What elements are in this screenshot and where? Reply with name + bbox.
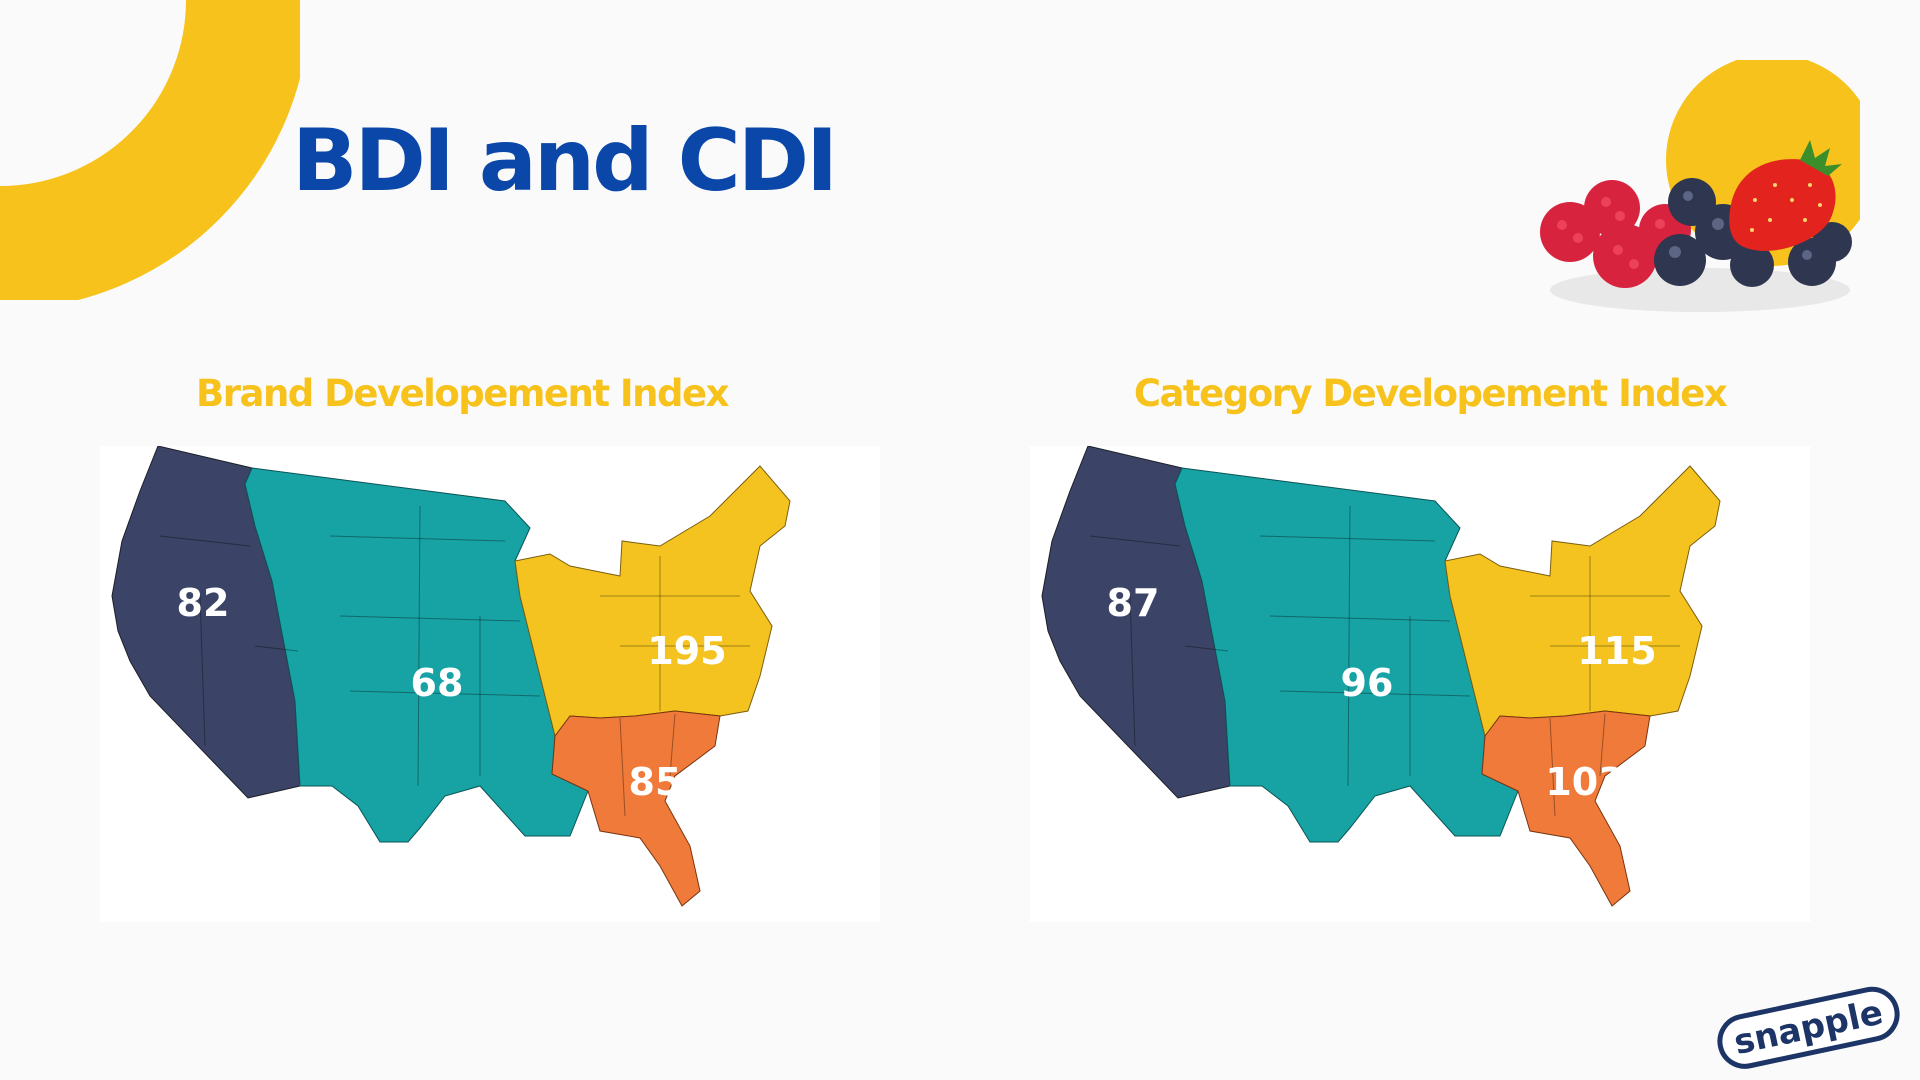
bdi-northeast-value: 195 bbox=[647, 629, 726, 673]
south-region bbox=[551, 710, 721, 907]
bdi-map: 82 68 195 85 bbox=[100, 446, 880, 922]
cdi-northeast-value: 115 bbox=[1577, 629, 1656, 673]
cdi-map: 87 96 115 103 bbox=[1030, 446, 1810, 922]
page-title: BDI and CDI bbox=[292, 111, 838, 211]
bdi-central-value: 68 bbox=[411, 661, 464, 705]
bdi-south-value: 85 bbox=[629, 760, 682, 804]
bdi-map-title: Brand Developement Index bbox=[196, 372, 729, 415]
cdi-south-value: 103 bbox=[1545, 760, 1624, 804]
berries-image bbox=[1540, 60, 1860, 312]
cdi-central-value: 96 bbox=[1341, 661, 1394, 705]
decorative-arc bbox=[0, 0, 300, 300]
bdi-west-value: 82 bbox=[177, 581, 230, 625]
snapple-logo: snapple bbox=[1717, 986, 1900, 1069]
cdi-map-title: Category Developement Index bbox=[1133, 372, 1728, 415]
south-region bbox=[1481, 710, 1651, 907]
cdi-west-value: 87 bbox=[1107, 581, 1160, 625]
